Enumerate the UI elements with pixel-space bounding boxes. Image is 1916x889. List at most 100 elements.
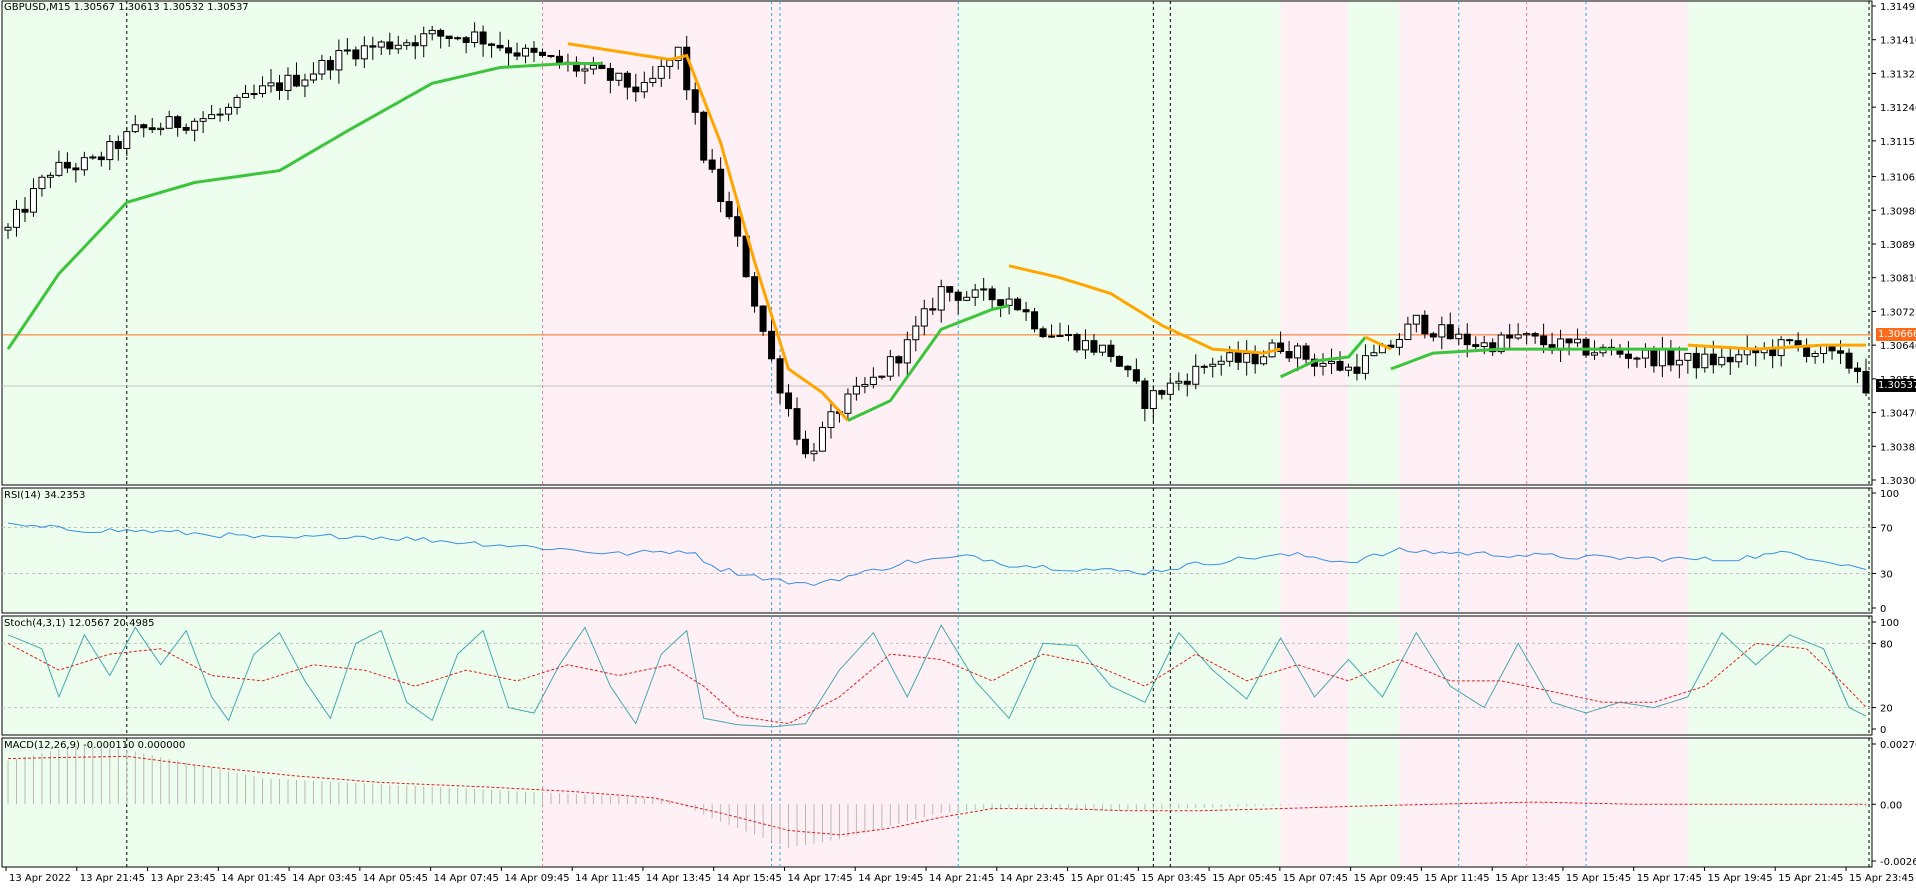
candle-body xyxy=(1260,356,1268,365)
candle-body xyxy=(878,375,886,378)
moving-average-orange xyxy=(567,42,850,422)
session-band xyxy=(1687,616,1872,735)
session-band xyxy=(2,488,543,613)
x-axis-tick-label: 15 Apr 09:45 xyxy=(1354,873,1419,884)
candle-body xyxy=(352,49,360,60)
candle-body xyxy=(1684,352,1692,361)
candle-body xyxy=(1098,344,1106,353)
x-axis-tick-label: 14 Apr 17:45 xyxy=(787,873,852,884)
candle-body xyxy=(700,111,708,161)
candle-body xyxy=(123,131,131,150)
candle-body xyxy=(1158,390,1166,395)
candle-body xyxy=(1251,353,1259,365)
candle-body xyxy=(1107,344,1115,357)
candle-body xyxy=(1302,345,1310,360)
y-axis-tick-label: 1.30470 xyxy=(1880,409,1916,420)
candle-body xyxy=(751,276,759,307)
candle-body xyxy=(1591,352,1599,356)
candle-body xyxy=(513,52,521,57)
candle-body xyxy=(547,54,555,57)
candle-body xyxy=(649,77,657,84)
x-axis-tick-label: 13 Apr 2022 xyxy=(9,873,71,884)
session-band xyxy=(2,616,543,735)
x-axis-tick-label: 14 Apr 03:45 xyxy=(292,873,357,884)
session-band xyxy=(1280,738,1349,867)
candle-body xyxy=(479,31,487,45)
candle-body xyxy=(759,305,767,332)
candle-body xyxy=(1675,359,1683,366)
candle-body xyxy=(1667,348,1675,366)
candle-body xyxy=(360,45,368,60)
candle-body xyxy=(810,450,818,455)
x-axis-tick-label: 14 Apr 23:45 xyxy=(1000,873,1065,884)
candle-body xyxy=(284,74,292,91)
y-axis-tick-label: 1.31155 xyxy=(1880,137,1916,148)
session-band xyxy=(1348,488,1400,613)
candle-body xyxy=(318,59,326,75)
candle-body xyxy=(1701,353,1709,369)
candle-body xyxy=(581,68,589,72)
candle-body xyxy=(785,392,793,410)
candle-body xyxy=(886,356,894,377)
candle-body xyxy=(1175,380,1183,384)
candle-body xyxy=(988,288,996,301)
candle-body xyxy=(598,64,606,70)
x-axis-tick-label: 15 Apr 17:45 xyxy=(1637,873,1702,884)
candle-body xyxy=(1497,334,1505,353)
y-axis-tick-label: 1.30725 xyxy=(1880,307,1916,318)
candle-body xyxy=(768,330,776,360)
candle-body xyxy=(182,126,190,131)
candle-body xyxy=(1361,355,1369,374)
candle-body xyxy=(683,46,691,91)
candle-body xyxy=(734,216,742,237)
candle-body xyxy=(725,201,733,218)
candle-body xyxy=(1014,298,1022,311)
candle-body xyxy=(1183,380,1191,385)
candle-body xyxy=(1344,366,1352,371)
session-band xyxy=(1399,616,1688,735)
macd-pane-frame xyxy=(1,737,1873,868)
candle-body xyxy=(1022,309,1030,313)
candle-body xyxy=(1574,338,1582,344)
candle-body xyxy=(1217,360,1225,365)
candle-body xyxy=(1141,380,1149,409)
candle-body xyxy=(1540,335,1548,346)
candle-body xyxy=(1328,360,1336,364)
y-axis-tick-label: 1.30385 xyxy=(1880,442,1916,453)
y-axis-tick-label: 1.30980 xyxy=(1880,206,1916,217)
candle-body xyxy=(1862,370,1870,394)
rsi-axis-tick-label: 70 xyxy=(1880,524,1893,535)
x-axis-tick-label: 15 Apr 15:45 xyxy=(1566,873,1631,884)
candle-body xyxy=(335,50,343,71)
candle-body xyxy=(1582,338,1590,356)
candle-body xyxy=(437,29,445,37)
candle-body xyxy=(632,86,640,93)
candle-body xyxy=(55,161,63,176)
candle-body xyxy=(1421,314,1429,335)
moving-average-orange xyxy=(1687,343,1866,351)
candle-body xyxy=(140,124,148,129)
session-band xyxy=(542,616,959,735)
candle-body xyxy=(1692,352,1700,369)
session-band xyxy=(1348,616,1400,735)
candle-body xyxy=(1429,333,1437,338)
x-axis-tick-label: 13 Apr 23:45 xyxy=(151,873,216,884)
x-axis-tick-label: 14 Apr 09:45 xyxy=(504,873,569,884)
candle-body xyxy=(1404,323,1412,341)
candle-body xyxy=(38,176,46,190)
candle-body xyxy=(1285,351,1293,359)
candle-body xyxy=(1353,366,1361,374)
candle-body xyxy=(971,289,979,298)
candle-body xyxy=(250,93,258,96)
candle-body xyxy=(793,408,801,440)
candle-body xyxy=(445,35,453,40)
x-axis-tick-label: 14 Apr 19:45 xyxy=(858,873,923,884)
x-axis-tick-label: 15 Apr 05:45 xyxy=(1212,873,1277,884)
session-band xyxy=(1348,1,1400,485)
candle-body xyxy=(471,31,479,44)
candle-body xyxy=(1480,342,1488,347)
candle-body xyxy=(106,141,114,161)
candle-body xyxy=(1412,314,1420,325)
candle-body xyxy=(386,41,394,50)
